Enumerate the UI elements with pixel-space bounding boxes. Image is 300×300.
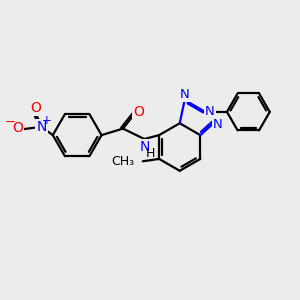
Text: N: N <box>140 140 150 154</box>
Text: N: N <box>36 120 47 134</box>
Text: O: O <box>12 121 23 135</box>
Text: N: N <box>205 105 215 119</box>
Text: −: − <box>5 116 16 129</box>
Text: O: O <box>30 101 41 115</box>
Text: CH₃: CH₃ <box>111 155 134 168</box>
Text: H: H <box>146 147 155 161</box>
Text: N: N <box>180 88 190 101</box>
Text: +: + <box>42 114 52 127</box>
Text: O: O <box>133 105 144 119</box>
Text: N: N <box>213 118 223 131</box>
